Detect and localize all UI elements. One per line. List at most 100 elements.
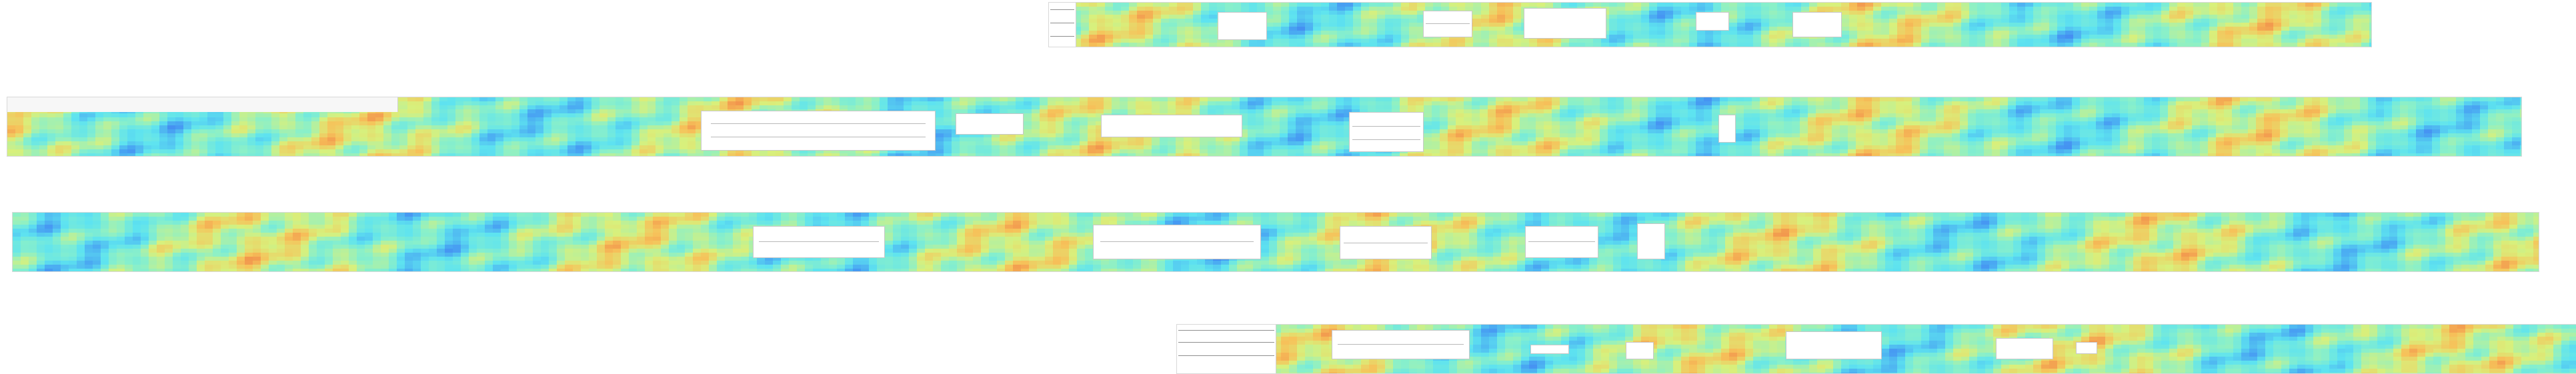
heatmap-cell bbox=[1273, 39, 1281, 43]
heatmap-cell bbox=[1056, 97, 1064, 101]
heatmap-cell bbox=[1881, 31, 1889, 35]
heatmap-cell bbox=[2024, 105, 2032, 109]
heatmap-cell bbox=[1216, 101, 1224, 105]
heatmap-cell bbox=[2096, 109, 2104, 113]
heatmap-cell bbox=[2352, 133, 2360, 137]
heatmap-cell bbox=[1769, 43, 1777, 47]
heatmap-cell bbox=[2448, 113, 2456, 117]
heatmap-cell bbox=[664, 133, 672, 137]
heatmap-cell bbox=[1401, 27, 1409, 31]
heatmap-cell bbox=[1888, 121, 1896, 125]
heatmap-cell bbox=[463, 117, 471, 121]
heatmap-cell bbox=[1608, 113, 1616, 117]
heatmap-cell bbox=[2257, 15, 2265, 19]
heatmap-cell bbox=[936, 109, 944, 113]
heatmap-cell bbox=[1689, 31, 1697, 35]
heatmap-cell bbox=[2353, 27, 2361, 31]
heatmap-cell bbox=[1713, 7, 1721, 11]
heatmap-cell bbox=[2008, 97, 2016, 101]
heatmap-cell bbox=[2113, 35, 2121, 39]
heatmap-cell bbox=[2241, 31, 2249, 35]
heatmap-cell bbox=[343, 133, 351, 137]
heatmap-cell bbox=[688, 129, 696, 133]
heatmap-cell bbox=[664, 121, 672, 125]
heatmap-cell bbox=[2032, 121, 2040, 125]
heatmap-cell bbox=[2376, 105, 2384, 109]
heatmap-cell bbox=[1297, 35, 1305, 39]
heatmap-cell bbox=[1584, 129, 1592, 133]
heatmap-cell bbox=[1713, 35, 1721, 39]
heatmap-cell bbox=[1985, 27, 1993, 31]
heatmap-cell bbox=[439, 97, 447, 101]
heatmap-cell bbox=[2144, 125, 2152, 129]
heatmap-cell bbox=[255, 133, 263, 137]
heatmap-cell bbox=[151, 133, 159, 137]
heatmap-cell bbox=[415, 133, 423, 137]
heatmap-cell bbox=[1656, 117, 1664, 121]
heatmap-cell bbox=[263, 117, 271, 121]
heatmap-cell bbox=[1761, 11, 1769, 15]
heatmap-cell bbox=[1505, 3, 1513, 7]
heatmap-cell bbox=[2233, 27, 2241, 31]
heatmap-cell bbox=[1096, 113, 1104, 117]
heatmap-cell bbox=[2152, 117, 2160, 121]
heatmap-cell bbox=[1704, 133, 1712, 137]
heatmap-cell bbox=[1193, 19, 1201, 23]
heatmap-cell bbox=[2176, 113, 2184, 117]
heatmap-cell bbox=[1177, 3, 1185, 7]
heatmap-cell bbox=[1105, 35, 1113, 39]
heatmap-cell bbox=[1696, 117, 1704, 121]
heatmap-cell bbox=[1153, 7, 1161, 11]
heatmap-cell bbox=[1536, 121, 1544, 125]
heatmap-cell bbox=[2144, 133, 2152, 137]
heatmap-cell bbox=[1856, 133, 1864, 137]
heatmap-cell bbox=[1632, 129, 1640, 133]
heatmap-cell bbox=[1992, 97, 2000, 101]
heatmap-cell bbox=[968, 101, 976, 105]
heatmap-cell bbox=[1296, 133, 1304, 137]
heatmap-cell bbox=[471, 105, 479, 109]
heatmap-cell bbox=[1048, 109, 1056, 113]
heatmap-cell bbox=[623, 101, 631, 105]
heatmap-cell bbox=[543, 129, 551, 133]
heatmap-cell bbox=[1288, 117, 1296, 121]
heatmap-cell bbox=[1264, 113, 1272, 117]
heatmap-cell bbox=[1264, 133, 1272, 137]
heatmap-cell bbox=[1737, 11, 1745, 15]
heatmap-cell bbox=[1432, 129, 1440, 133]
heatmap-cell bbox=[1161, 35, 1169, 39]
heatmap-cell bbox=[607, 133, 615, 137]
heatmap-cell bbox=[2137, 43, 2145, 47]
heatmap-cell bbox=[543, 101, 551, 105]
heatmap-cell bbox=[399, 113, 407, 117]
heatmap-cell bbox=[1937, 35, 1945, 39]
heatmap-cell bbox=[1984, 125, 1992, 129]
heatmap-cell bbox=[2017, 27, 2025, 31]
heatmap-cell bbox=[1504, 109, 1512, 113]
heatmap-cell bbox=[2496, 117, 2504, 121]
heatmap-cell bbox=[2184, 125, 2192, 129]
heatmap-cell bbox=[2192, 113, 2200, 117]
heatmap-cell bbox=[1649, 43, 1657, 47]
heatmap-cell bbox=[2456, 97, 2464, 101]
heatmap-cell bbox=[1984, 129, 1992, 133]
heatmap-cell bbox=[2480, 101, 2488, 105]
heatmap-cell bbox=[2288, 125, 2296, 129]
heatmap-cell bbox=[1120, 97, 1128, 101]
heatmap-cell bbox=[1192, 109, 1200, 113]
heatmap-cell bbox=[1640, 125, 1648, 129]
heatmap-cell bbox=[207, 113, 215, 117]
heatmap-cell bbox=[1145, 35, 1153, 39]
heatmap-cell bbox=[1809, 39, 1817, 43]
heatmap-cell bbox=[1185, 27, 1193, 31]
heatmap-cell bbox=[2112, 109, 2120, 113]
heatmap-cell bbox=[1977, 43, 1985, 47]
heatmap-cell bbox=[575, 125, 583, 129]
heatmap-cell bbox=[1705, 35, 1713, 39]
heatmap-cell bbox=[2200, 105, 2208, 109]
heatmap-cell bbox=[2296, 101, 2304, 105]
heatmap-cell bbox=[1945, 27, 1953, 31]
heatmap-cell bbox=[1217, 39, 1225, 43]
heatmap-cell bbox=[2056, 97, 2064, 101]
heatmap-cell bbox=[2472, 121, 2480, 125]
